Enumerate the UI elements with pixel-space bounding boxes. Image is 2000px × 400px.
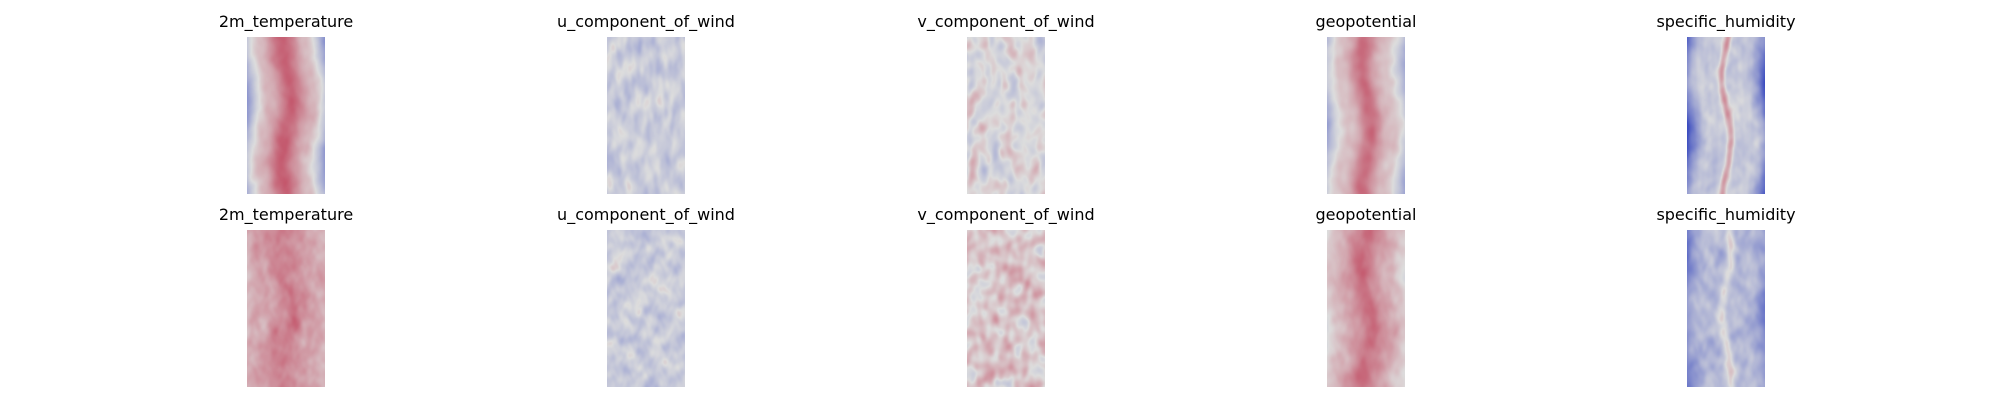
- panel-title: 2m_temperature: [218, 205, 354, 224]
- heatmap-canvas: [247, 230, 325, 387]
- heatmap-canvas: [1327, 230, 1405, 387]
- heatmap-panel: [247, 230, 325, 387]
- heatmap-panel: [607, 230, 685, 387]
- panel-title: specific_humidity: [1656, 205, 1796, 224]
- panel-title: geopotential: [1315, 12, 1417, 31]
- heatmap-canvas: [1327, 37, 1405, 194]
- heatmap-canvas: [247, 37, 325, 194]
- heatmap-panel: [967, 230, 1045, 387]
- heatmap-panel: [247, 37, 325, 194]
- heatmap-panel: [1327, 230, 1405, 387]
- heatmap-panel: [607, 37, 685, 194]
- panel-title: 2m_temperature: [218, 12, 354, 31]
- heatmap-canvas: [1687, 37, 1765, 194]
- heatmap-panel: [1327, 37, 1405, 194]
- panel-title: v_component_of_wind: [917, 12, 1095, 31]
- heatmap-canvas: [967, 37, 1045, 194]
- heatmap-canvas: [967, 230, 1045, 387]
- heatmap-panel: [1687, 37, 1765, 194]
- heatmap-panel: [1687, 230, 1765, 387]
- panel-title: u_component_of_wind: [557, 205, 735, 224]
- heatmap-canvas: [1687, 230, 1765, 387]
- panel-title: v_component_of_wind: [917, 205, 1095, 224]
- panel-title: geopotential: [1315, 205, 1417, 224]
- heatmap-canvas: [607, 230, 685, 387]
- panel-title: specific_humidity: [1656, 12, 1796, 31]
- heatmap-panel: [967, 37, 1045, 194]
- panel-title: u_component_of_wind: [557, 12, 735, 31]
- heatmap-canvas: [607, 37, 685, 194]
